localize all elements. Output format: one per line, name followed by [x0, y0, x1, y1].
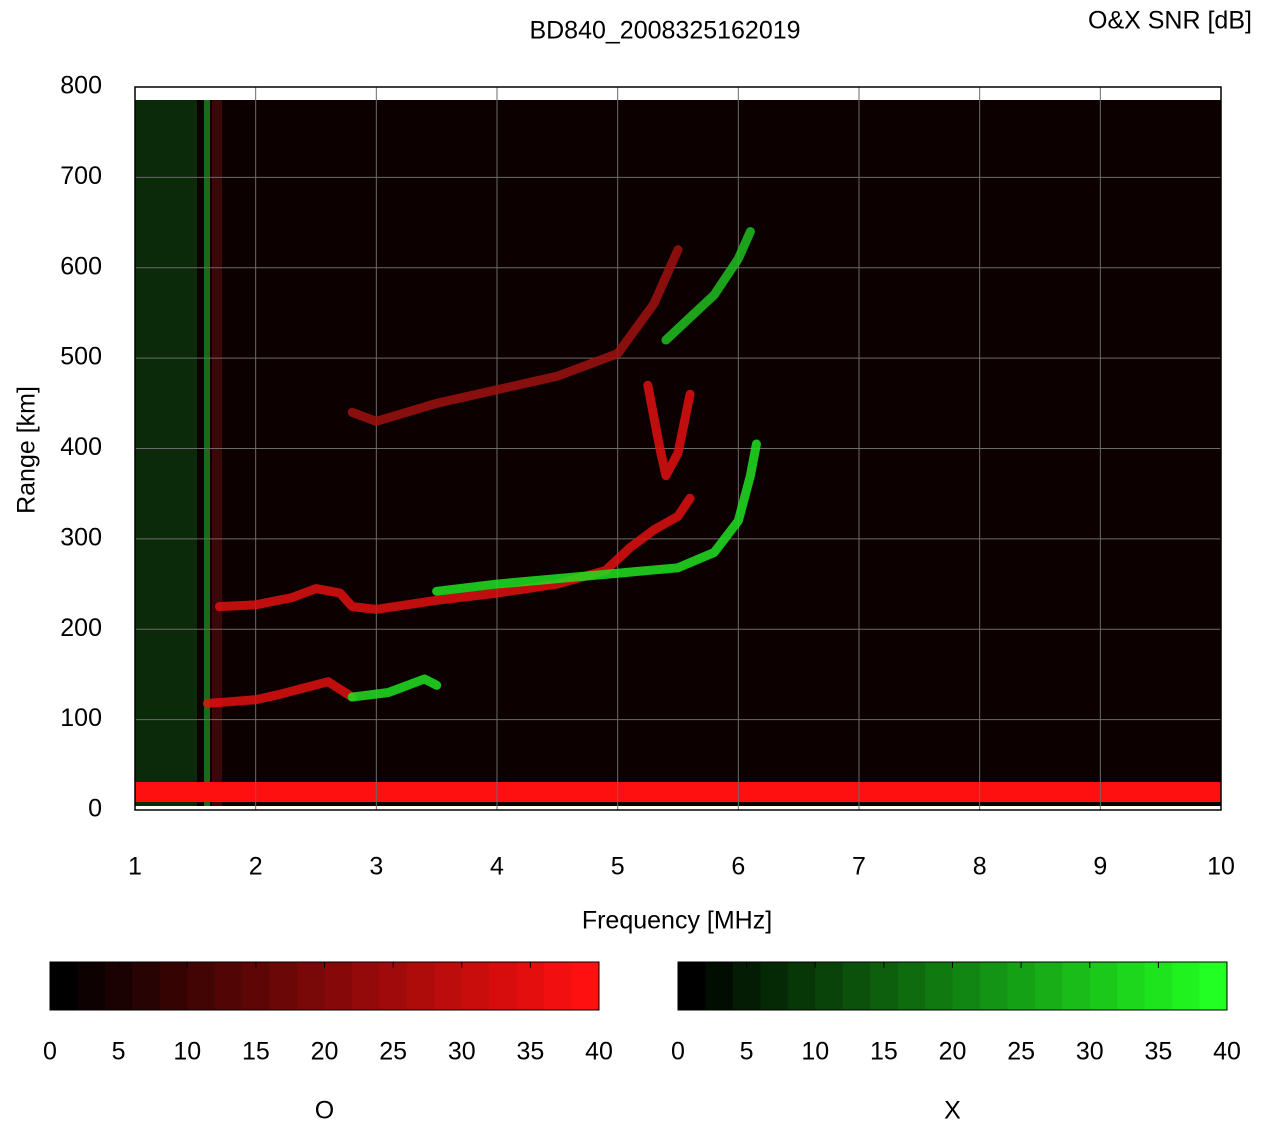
colorbar-cell: [1200, 962, 1228, 1010]
colorbar-tick-label: 30: [448, 1038, 476, 1066]
colorbar-tick-label: 10: [173, 1038, 201, 1066]
colorbar-cell: [325, 962, 353, 1010]
colorbar-cell: [215, 962, 243, 1010]
x-tick-label: 5: [611, 853, 625, 881]
colorbar-cell: [1090, 962, 1118, 1010]
colorbar-cell: [953, 962, 981, 1010]
colorbar-cell: [788, 962, 816, 1010]
x-tick-label: 9: [1093, 853, 1107, 881]
chart-subtitle: O&X SNR [dB]: [1088, 7, 1252, 35]
colorbar-cell: [489, 962, 517, 1010]
colorbar-tick-label: 15: [870, 1038, 898, 1066]
colorbar-cell: [815, 962, 843, 1010]
x-tick-label: 2: [249, 853, 263, 881]
y-tick-label: 200: [60, 614, 102, 642]
colorbar-cell: [843, 962, 871, 1010]
colorbar-tick-label: 25: [1007, 1038, 1035, 1066]
chart-title: BD840_2008325162019: [529, 17, 800, 45]
x-tick-label: 8: [973, 853, 987, 881]
colorbar-tick-label: 35: [516, 1038, 544, 1066]
y-tick-label: 500: [60, 343, 102, 371]
x-tick-label: 10: [1207, 853, 1235, 881]
colorbar-cell: [705, 962, 733, 1010]
colorbar-tick-label: 5: [112, 1038, 126, 1066]
colorbar-label: X: [944, 1097, 961, 1125]
colorbar-tick-label: 0: [671, 1038, 685, 1066]
x-tick-label: 3: [369, 853, 383, 881]
colorbar-tick-label: 40: [1213, 1038, 1241, 1066]
colorbar-cell: [760, 962, 788, 1010]
colorbar-cell: [462, 962, 490, 1010]
colorbar-tick-label: 30: [1076, 1038, 1104, 1066]
colorbar-cell: [1035, 962, 1063, 1010]
colorbar-cell: [77, 962, 105, 1010]
colorbar-cell: [379, 962, 407, 1010]
colorbar-cell: [1145, 962, 1173, 1010]
colorbar-cell: [352, 962, 380, 1010]
colorbar-cell: [187, 962, 215, 1010]
colorbar-cell: [1172, 962, 1200, 1010]
y-tick-label: 600: [60, 252, 102, 280]
colorbar-cell: [678, 962, 706, 1010]
colorbar-cell: [980, 962, 1008, 1010]
colorbar-cell: [572, 962, 600, 1010]
colorbar-tick-label: 10: [801, 1038, 829, 1066]
colorbar-cell: [544, 962, 572, 1010]
y-tick-label: 0: [88, 795, 102, 823]
colorbar-cell: [242, 962, 270, 1010]
colorbar-tick-label: 25: [379, 1038, 407, 1066]
ground-echo: [135, 782, 1221, 802]
colorbar-cell: [898, 962, 926, 1010]
colorbar-tick-label: 20: [939, 1038, 967, 1066]
y-tick-label: 800: [60, 72, 102, 100]
colorbar-cell: [105, 962, 133, 1010]
chart: BD840_2008325162019 O&X SNR [dB] Frequen…: [0, 0, 1284, 1131]
colorbar-tick-label: 20: [311, 1038, 339, 1066]
colorbar-tick-label: 15: [242, 1038, 270, 1066]
colorbar-cell: [1062, 962, 1090, 1010]
x-tick-label: 4: [490, 853, 504, 881]
x-tick-label: 1: [128, 853, 142, 881]
x-axis-label: Frequency [MHz]: [582, 907, 772, 935]
colorbar-cell: [1007, 962, 1035, 1010]
colorbar-tick-label: 5: [740, 1038, 754, 1066]
colorbar-cell: [50, 962, 78, 1010]
colorbar-tick-label: 0: [43, 1038, 57, 1066]
colorbar-cell: [132, 962, 160, 1010]
colorbar-cell: [160, 962, 188, 1010]
colorbar-cell: [925, 962, 953, 1010]
y-tick-label: 400: [60, 433, 102, 461]
colorbar-tick-label: 35: [1144, 1038, 1172, 1066]
low-frequency-noise: [135, 100, 197, 806]
colorbar-cell: [297, 962, 325, 1010]
colorbar-cell: [407, 962, 435, 1010]
colorbar-cell: [270, 962, 298, 1010]
colorbar-cell: [517, 962, 545, 1010]
colorbar-cell: [1117, 962, 1145, 1010]
colorbar-cell: [733, 962, 761, 1010]
y-tick-label: 300: [60, 523, 102, 551]
y-axis-label: Range [km]: [13, 386, 41, 514]
x-tick-label: 6: [731, 853, 745, 881]
colorbar-tick-label: 40: [585, 1038, 613, 1066]
colorbar-cell: [870, 962, 898, 1010]
colorbar-label: O: [315, 1097, 334, 1125]
x-tick-label: 7: [852, 853, 866, 881]
colorbar-cell: [434, 962, 462, 1010]
y-tick-label: 100: [60, 704, 102, 732]
y-tick-label: 700: [60, 162, 102, 190]
